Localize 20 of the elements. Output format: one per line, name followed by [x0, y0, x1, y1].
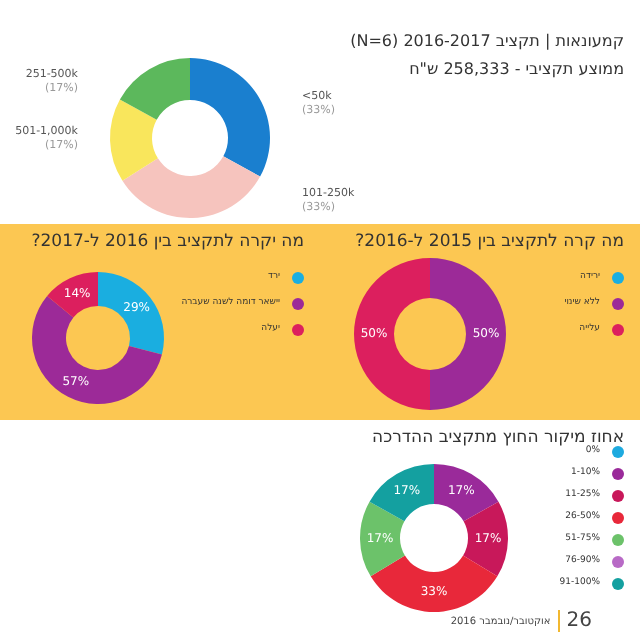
donut-slice [354, 258, 430, 410]
donut-slice [119, 58, 190, 120]
donut-slice [370, 555, 498, 612]
donut-slice [190, 58, 270, 177]
chart-title: מה קרה לתקציב בין 2015 ל-2016? [355, 232, 624, 252]
chart-title: מה יקרה לתקציב בין 2016 ל-2017? [31, 232, 304, 252]
donut-slice [360, 501, 405, 577]
donut-slice [369, 464, 434, 522]
text: קמעונאות | תקציב 2016-2017 (N=6) [350, 32, 624, 50]
donut-slice [463, 501, 508, 577]
donut-slice [122, 156, 261, 218]
donut-slice [98, 272, 164, 355]
donut-slice [430, 258, 506, 410]
text: ממוצע תקציבי - 258,333 ש"ח [409, 60, 624, 78]
text: 26 [558, 610, 592, 632]
donut-slice [47, 272, 98, 318]
donut-slice [110, 99, 158, 181]
chart-title: אחוז מיקור החוץ מתקציב ההדרכה [372, 428, 624, 448]
donut-slice [32, 295, 162, 404]
donut-slice [434, 464, 499, 522]
